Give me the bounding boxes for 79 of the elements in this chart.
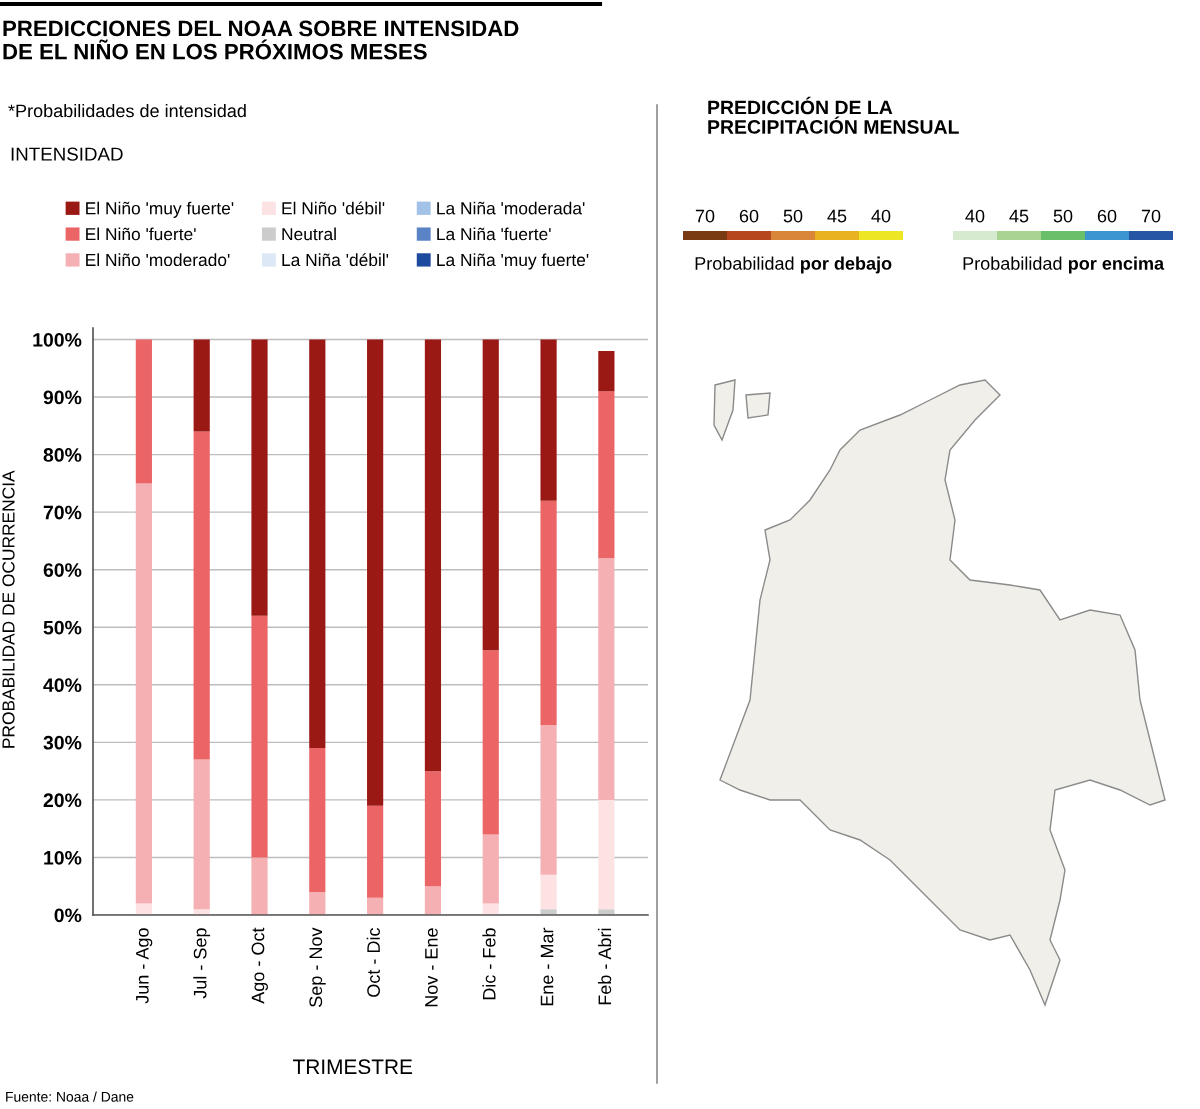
bar — [367, 805, 384, 898]
legend-label: Neutral — [282, 227, 336, 241]
x-tick-label: Jul - Sep — [193, 928, 211, 999]
bar — [135, 903, 152, 915]
chart-title: PREDICCIONES DEL NOAA SOBRE INTENSIDAD DE EL NIÑO EN LOS PRÓXIMOS MESES — [3, 20, 519, 60]
y-tick-label: 0% — [54, 908, 82, 923]
bar — [367, 897, 384, 915]
bar — [482, 650, 499, 835]
chart-subtitle: *Probabilidades de intensidad — [8, 104, 246, 118]
legend-title: INTENSIDAD — [11, 147, 123, 161]
bar — [367, 339, 384, 806]
bar — [309, 748, 326, 892]
bar — [540, 874, 557, 910]
category-label: 40 — [871, 209, 891, 223]
y-tick-label: 40% — [43, 678, 82, 693]
bar — [309, 891, 326, 915]
legend-label: La Niña 'débil' — [282, 253, 389, 267]
y-axis-title: PROBABILIDAD DE OCURRENCIA — [2, 470, 15, 748]
bar — [540, 909, 557, 915]
bar — [251, 857, 268, 915]
category-label: 40 — [965, 209, 985, 223]
x-tick-label: Nov - Ene — [425, 928, 438, 1007]
bar — [251, 339, 268, 616]
bar — [135, 339, 152, 484]
text: PREDICCIÓN DE LA PRECIPITACIÓN MENSUAL — [708, 96, 959, 134]
y-tick-label: 60% — [43, 563, 82, 577]
bar — [598, 558, 615, 800]
x-tick-label: Oct - Dic — [366, 927, 380, 997]
legend-label: El Niño 'moderado' — [86, 253, 230, 267]
bar — [540, 500, 557, 726]
legend-label: El Niño 'muy fuerte' — [86, 201, 234, 218]
bar — [598, 391, 615, 559]
x-tick-label: Ago - Oct — [251, 927, 268, 1004]
category-label: 60 — [739, 209, 759, 223]
bar — [135, 483, 152, 904]
bar — [193, 431, 210, 760]
category-label: 50 — [1053, 209, 1073, 223]
x-tick-label: Ene - Mar — [540, 927, 554, 1006]
text: Probabilidad por encima — [963, 256, 1165, 274]
bar — [482, 834, 499, 904]
bar — [598, 799, 615, 910]
bar — [424, 886, 442, 915]
legend-label: La Niña 'moderada' — [437, 201, 585, 215]
category-label: 50 — [783, 209, 803, 223]
legend-label: La Niña 'fuerte' — [437, 227, 551, 241]
bar — [482, 339, 499, 651]
bar — [424, 339, 442, 772]
bar — [309, 339, 326, 749]
x-tick-label: Sep - Nov — [309, 927, 326, 1007]
y-tick-label: 10% — [44, 850, 82, 865]
y-tick-label: 30% — [43, 735, 82, 750]
legend-label: La Niña 'muy fuerte' — [437, 253, 589, 270]
bar — [193, 339, 210, 432]
bar — [193, 759, 210, 910]
category-label: 45 — [1009, 209, 1029, 223]
x-tick-label: Feb - Abri — [597, 928, 612, 1005]
bar — [598, 351, 615, 392]
legend-label: El Niño 'débil' — [282, 201, 385, 215]
text: Probabilidad por debajo — [695, 256, 892, 274]
bar — [540, 725, 557, 875]
source-note: Fuente: Noaa / Dane — [6, 1091, 134, 1102]
y-tick-label: 100% — [33, 332, 82, 347]
category-label: 60 — [1097, 209, 1117, 223]
bar — [424, 771, 442, 887]
y-tick-label: 70% — [43, 505, 82, 520]
category-label: 70 — [1141, 209, 1161, 223]
x-tick-label: Jun - Ago — [136, 928, 153, 1004]
x-axis-title: TRIMESTRE — [293, 1059, 413, 1075]
legend-label: El Niño 'fuerte' — [86, 227, 196, 241]
y-tick-label: 50% — [43, 620, 82, 635]
category-label: 45 — [827, 209, 847, 223]
bar — [540, 339, 557, 501]
bar — [251, 615, 268, 858]
bar — [482, 903, 499, 915]
category-label: 70 — [695, 209, 715, 223]
y-tick-label: 20% — [43, 793, 82, 808]
y-tick-label: 80% — [43, 448, 82, 462]
y-tick-label: 90% — [43, 390, 82, 405]
x-tick-label: Dic - Feb — [482, 928, 496, 1000]
